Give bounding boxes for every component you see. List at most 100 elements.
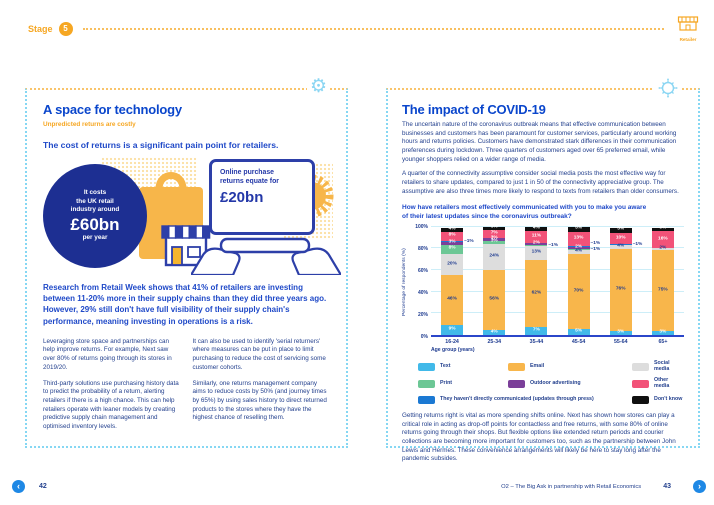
segment-label: 10% (615, 235, 626, 241)
retail-week-highlight: Research from Retail Week shows that 41%… (43, 283, 327, 326)
segment: 8% (441, 232, 464, 241)
right-page-title: The impact of COVID-19 (402, 102, 546, 117)
legend-label: Text (440, 362, 451, 369)
x-tick: 35-44 (529, 338, 544, 345)
report-credit: O2 – The Big Ask in partnership with Ret… (501, 483, 642, 490)
segment: 76% (609, 249, 632, 332)
segment (609, 243, 632, 246)
returns-cost-infographic: It costs the UK retail industry around £… (43, 157, 341, 275)
segment: 9% (441, 324, 464, 335)
right-page-number: 43 (663, 483, 671, 490)
legend-item: Text (418, 361, 496, 373)
x-tick: 16-24 (445, 338, 459, 345)
retailer-marker: Retailer (674, 16, 702, 42)
y-tick: 80% (417, 245, 428, 252)
body-paragraph: Similarly, one returns management compan… (192, 379, 327, 422)
bar-55-64: –1% 3% 76% 4% 10% 5% (609, 227, 642, 335)
legend-label: They haven't directly communicated (upda… (440, 396, 594, 403)
chart-legend: Text Email Social media Print Outdoor advert… (418, 359, 684, 404)
segment: 3% (609, 330, 632, 335)
callout-label: –1% (632, 242, 643, 248)
segment: 4% (483, 329, 506, 335)
segment: 70% (567, 254, 590, 330)
segment: 24% (483, 244, 506, 270)
pain-point-statement: The cost of returns is a significant pai… (43, 140, 279, 150)
segment-label: 4% (617, 243, 625, 249)
segment: 4% (441, 227, 464, 233)
virus-icon (654, 77, 682, 104)
previous-page-button[interactable]: ‹ (12, 480, 25, 493)
x-tick: 55-64 (613, 338, 628, 345)
segment-label: 70% (573, 288, 584, 294)
segment-label: 13% (573, 235, 584, 241)
closing-paragraph: Getting returns right is vital as more s… (402, 411, 676, 463)
y-axis-ticks: 0% 20% 40% 60% 80% 100% (411, 224, 431, 340)
segment: 4% (609, 243, 632, 250)
segment-label: 4% (532, 225, 540, 231)
segment-label: 8% (448, 245, 456, 251)
segment-label: 3% (659, 226, 667, 232)
segment: 75% (651, 250, 674, 332)
segment: 46% (441, 275, 464, 325)
segment: 7% (525, 327, 548, 335)
stage-header: Stage 5 Retailer (28, 16, 702, 42)
callout-label: –1% (548, 243, 558, 249)
segment: 5% (567, 329, 590, 335)
covid-paragraph-2: A quarter of the connectivity assumptive… (402, 170, 679, 195)
y-tick: 20% (417, 311, 428, 318)
segment: 3% (483, 225, 506, 230)
segment-label: 24% (489, 253, 500, 259)
segment-label: 3% (448, 240, 456, 246)
y-tick: 60% (417, 267, 428, 274)
left-page: ⚙ A space for technology Unpredicted ret… (25, 77, 348, 448)
right-column: It can also be used to identify 'serial … (193, 338, 331, 439)
segment: 5% (609, 227, 632, 234)
legend-label: Social media (654, 359, 670, 372)
legend-label: Don't know (654, 396, 683, 403)
segment: 3% (651, 330, 674, 335)
legend-item: Print (418, 378, 496, 390)
segment (525, 245, 548, 247)
segment-label: 8% (448, 233, 456, 239)
segment: 2% (567, 245, 590, 249)
legend-item: Outdoor advertising (508, 378, 620, 390)
keyboard-hands-icon (191, 237, 341, 275)
uk-retail-cost-badge: It costs the UK retail industry around £… (43, 164, 147, 268)
online-returns-value: £20bn (220, 188, 264, 206)
segment-label: 5% (575, 225, 583, 231)
callout-label: –1% (590, 240, 601, 246)
y-tick: 40% (417, 289, 428, 296)
segment-label: 7% (490, 230, 498, 236)
stage-label: Stage (28, 24, 53, 34)
body-paragraph: Leveraging store space and partnerships … (43, 337, 172, 371)
legend-item: Other media (632, 377, 684, 390)
segment: 2% (651, 245, 674, 251)
x-tick: 65+ (658, 338, 668, 345)
y-axis-label: Percentage of respondents (%) (402, 247, 407, 316)
segment-label: 11% (531, 233, 542, 239)
segment: 8% (441, 245, 464, 254)
legend-swatch (632, 362, 649, 371)
segment: 13% (525, 246, 548, 261)
segment: 62% (525, 260, 548, 328)
next-page-button[interactable]: › (693, 480, 706, 493)
legend-swatch (418, 362, 435, 371)
segment: 20% (441, 253, 464, 276)
x-tick: 25-34 (487, 338, 502, 345)
segment-label: 2% (659, 245, 667, 251)
chart-plot: –1% 9% 46% 20% 8% 3% 8% 4% 4% 56% 24% 3% 3% 7% 3% –1% 7%… (431, 225, 684, 337)
segment: 3% (441, 240, 464, 246)
segment: 3% (483, 239, 506, 244)
segment-label: 62% (531, 290, 542, 296)
segment: 4% (525, 225, 548, 232)
header-dotted-rule (82, 28, 664, 30)
x-axis-label: Age group (years) (431, 346, 475, 353)
segment (567, 249, 590, 251)
legend-label: Outdoor advertising (530, 380, 581, 387)
segment: 16% (651, 231, 674, 249)
legend-label: Print (440, 380, 453, 387)
segment-label: 3% (490, 235, 498, 241)
segment-label: 9% (448, 326, 456, 332)
bar-25-34: 4% 56% 24% 3% 3% 7% 3% (483, 225, 506, 335)
segment: 3% (483, 235, 506, 241)
